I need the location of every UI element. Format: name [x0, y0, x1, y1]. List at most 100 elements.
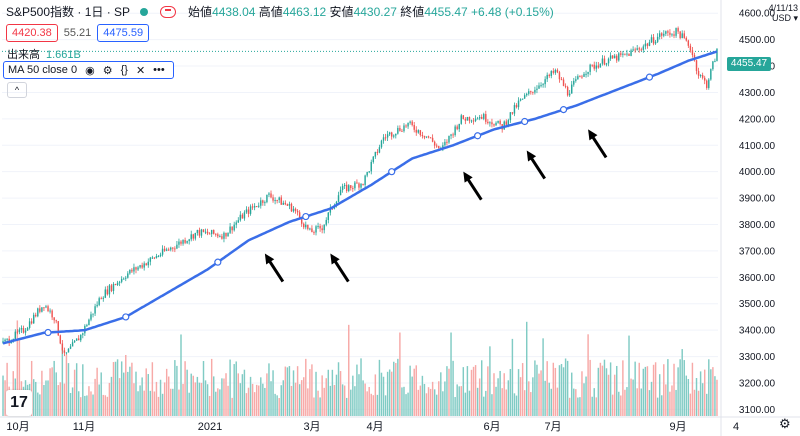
collapse-legend-button[interactable]: ^: [7, 82, 27, 98]
currency-selector[interactable]: 4/11/13 USD ▾: [769, 3, 798, 23]
settings-gear-icon[interactable]: ⚙: [779, 416, 791, 431]
volume-bar: [339, 371, 342, 416]
candle-body: [280, 197, 282, 205]
ma-marker: [388, 168, 396, 176]
candle-body: [20, 328, 23, 330]
volume-bar: [689, 393, 692, 416]
ma-50-line: [2, 50, 718, 345]
ma-indicator-legend[interactable]: MA 50 close 0 ◉ ⚙ {} ✕ •••: [3, 61, 174, 79]
candle-body: [245, 209, 248, 213]
candle-body: [325, 219, 327, 225]
volume-bar: [548, 382, 550, 416]
candle-body: [665, 31, 667, 34]
volume-bar: [245, 393, 248, 416]
candle-body: [86, 325, 88, 327]
volume-bar: [483, 396, 485, 416]
volume-bar: [599, 362, 602, 416]
close-icon[interactable]: ✕: [135, 64, 146, 77]
candle-body: [120, 278, 123, 282]
volume-bar: [188, 392, 190, 416]
candle-body: [685, 37, 688, 41]
volume-bar: [581, 371, 583, 416]
volume-bar: [562, 367, 565, 416]
candle-body: [538, 85, 540, 89]
volume-bar: [675, 389, 677, 416]
volume-bar: [348, 324, 350, 416]
candle-body: [206, 231, 209, 234]
candle-body: [577, 76, 579, 80]
candle-body: [554, 69, 557, 73]
symbol-label[interactable]: S&P500指数 · 1日 · SP: [6, 5, 131, 19]
candle-body: [225, 232, 227, 237]
volume-bar: [231, 397, 233, 416]
volume-bar: [63, 383, 66, 416]
tradingview-logo[interactable]: 17: [6, 390, 32, 416]
braces-icon[interactable]: {}: [120, 64, 128, 76]
candle-body: [286, 204, 289, 206]
volume-bar: [67, 363, 70, 416]
volume-bar: [35, 381, 37, 416]
candle-body: [135, 267, 137, 270]
candle-body: [71, 342, 74, 347]
candle-body: [354, 182, 356, 189]
volume-bar: [215, 391, 217, 416]
candle-body: [427, 136, 430, 138]
candle-body: [335, 201, 338, 206]
volume-bar: [532, 377, 534, 416]
candle-body: [376, 151, 379, 153]
candle-body: [487, 121, 489, 124]
candle-body: [515, 105, 518, 108]
candle-body: [288, 203, 291, 206]
candle-body: [114, 284, 117, 286]
candle-body: [57, 321, 59, 336]
candle-body: [290, 203, 293, 212]
gear-icon[interactable]: ⚙: [102, 64, 113, 77]
candle-body: [186, 241, 188, 243]
volume-bar: [507, 380, 510, 416]
volume-bar: [198, 382, 201, 416]
volume-bar: [122, 372, 125, 416]
volume-bar: [180, 334, 182, 416]
candle-body: [231, 226, 233, 231]
volume-bar: [300, 380, 303, 416]
volume-bar: [161, 393, 164, 416]
candle-body: [370, 161, 372, 172]
volume-bar: [77, 391, 80, 416]
candle-body: [677, 28, 679, 32]
volume-bar: [652, 364, 655, 416]
more-icon[interactable]: •••: [153, 64, 165, 76]
sell-button[interactable]: 4420.38: [6, 24, 58, 42]
volume-bar: [452, 360, 454, 416]
volume-bar: [243, 369, 246, 416]
volume-bar: [654, 362, 657, 416]
volume-bar: [634, 361, 636, 416]
candle-body: [88, 319, 90, 326]
volume-bar: [360, 358, 362, 416]
volume-bar: [366, 391, 368, 416]
candle-body: [593, 64, 595, 69]
buy-button[interactable]: 4475.59: [97, 24, 150, 42]
volume-bar: [192, 375, 194, 416]
volume-bar: [458, 386, 460, 416]
candle-body: [511, 112, 514, 114]
volume-bar: [368, 386, 370, 416]
candle-body: [624, 53, 626, 55]
eye-icon[interactable]: ◉: [85, 64, 95, 77]
volume-bar: [37, 392, 39, 416]
candle-body: [82, 333, 84, 335]
market-status-dot: [140, 7, 149, 16]
candle-body: [374, 151, 377, 157]
volume-bar: [41, 370, 43, 416]
candle-body: [429, 137, 432, 139]
candle-body: [466, 117, 469, 121]
candle-body: [454, 126, 456, 136]
candle-body: [237, 220, 240, 223]
annotation-arrow-shaft: [266, 257, 285, 283]
volume-bar: [693, 389, 696, 416]
volume-bar: [618, 391, 620, 416]
visibility-toggle-icon[interactable]: [160, 5, 177, 18]
candle-body: [315, 226, 317, 233]
volume-bar: [397, 358, 399, 416]
volume-bar: [558, 365, 561, 416]
